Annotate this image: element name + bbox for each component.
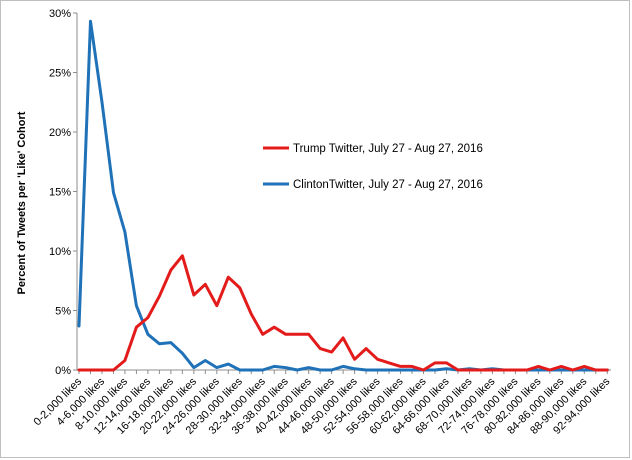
y-tick-label: 0% [55,365,71,377]
series-layer [77,19,609,372]
y-tick-label: 10% [49,246,71,258]
y-tick-label: 15% [49,187,71,199]
y-axis-ticks: 0% 5% 10% 15% 20% 25% 30% [49,8,77,377]
legend-label: ClintonTwitter, July 27 - Aug 27, 2016 [293,179,483,191]
series-line [77,254,609,372]
y-tick-label: 5% [55,306,71,318]
y-tick-label: 30% [49,8,71,20]
y-axis-title: Percent of Tweets per 'Like' Cohort [16,111,28,294]
y-tick-label: 20% [49,127,71,139]
legend-label: Trump Twitter, July 27 - Aug 27, 2016 [293,143,483,155]
y-tick-label: 25% [49,68,71,80]
series-line [77,19,609,372]
legend: Trump Twitter, July 27 - Aug 27, 2016 Cli… [263,143,483,191]
